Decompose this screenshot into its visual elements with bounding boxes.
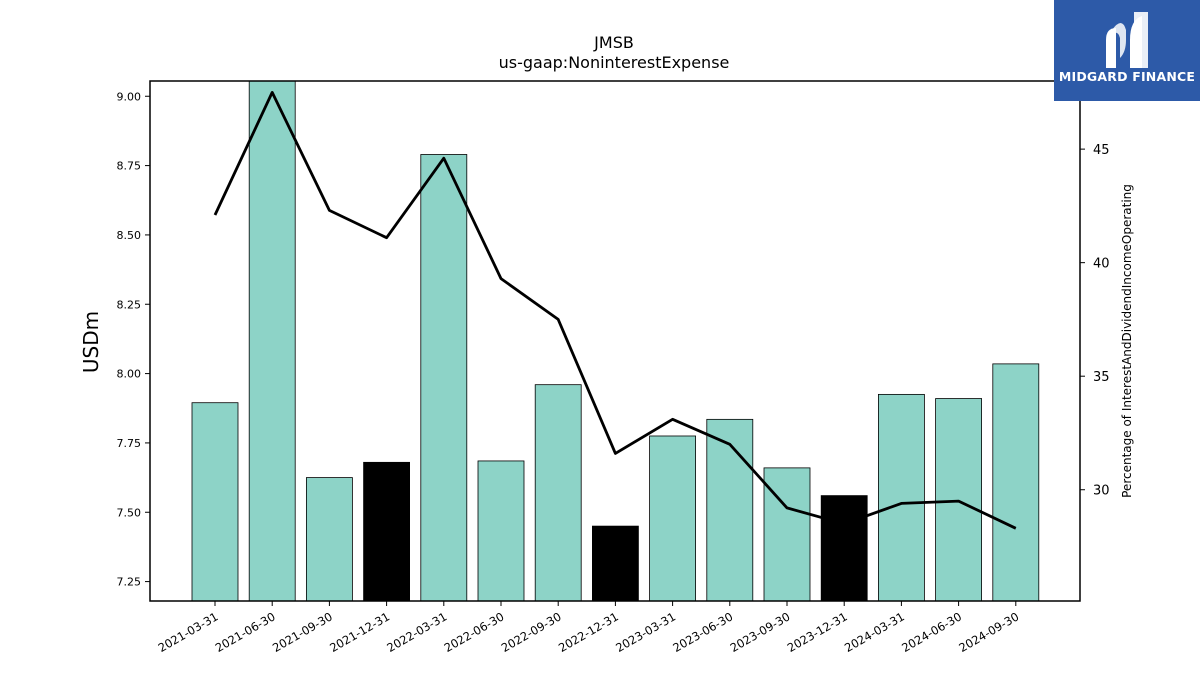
x-tick-label: 2024-09-30: [956, 609, 1021, 655]
x-tick-label: 2023-06-30: [670, 609, 735, 655]
y2-axis-ticks: 30 35 40 45: [1080, 143, 1110, 499]
line-path: [213, 91, 1017, 530]
chart-title: JMSB: [593, 33, 634, 52]
x-tick-label: 2022-03-31: [384, 609, 449, 655]
bar-2023-03-31: [649, 435, 696, 602]
x-tick-label: 2022-09-30: [499, 609, 564, 655]
bar-2021-06-30: [248, 80, 296, 602]
x-tick-label: 2021-12-31: [327, 609, 392, 655]
y-tick-label: 8.25: [117, 298, 142, 311]
brand-logo: MIDGARD FINANCE: [1054, 0, 1200, 101]
y2-axis-label: Percentage of InterestAndDividendIncomeO…: [1120, 184, 1134, 498]
logo-text: MIDGARD FINANCE: [1058, 69, 1196, 84]
bar-2024-03-31: [878, 393, 925, 602]
bar-2023-06-30: [706, 418, 754, 602]
chart-subtitle: us-gaap:NoninterestExpense: [499, 53, 730, 72]
bar-2023-09-30: [763, 467, 811, 602]
bar-2021-09-30: [305, 477, 353, 602]
y-tick-label: 8.00: [117, 368, 142, 381]
x-axis-ticks: 2021-03-312021-06-302021-09-302021-12-31…: [156, 601, 1021, 655]
bar-2022-12-31: [592, 525, 639, 602]
y-axis-label: USDm: [79, 311, 103, 373]
x-tick-label: 2021-03-31: [156, 609, 221, 655]
x-tick-label: 2024-03-31: [842, 609, 907, 655]
y-tick-label: 7.50: [117, 506, 142, 519]
y2-tick-label: 45: [1093, 143, 1110, 158]
y-tick-label: 8.75: [117, 160, 142, 173]
y-tick-label: 7.75: [117, 437, 142, 450]
y2-tick-label: 30: [1093, 484, 1110, 499]
y-tick-label: 7.25: [117, 576, 142, 589]
bar-2021-03-31: [191, 402, 239, 602]
y-tick-label: 9.00: [117, 90, 142, 103]
x-tick-label: 2023-03-31: [613, 609, 678, 655]
x-tick-label: 2024-06-30: [899, 609, 964, 655]
bar-2022-03-31: [420, 154, 468, 602]
x-tick-label: 2023-09-30: [728, 609, 793, 655]
bar-2023-12-31: [820, 495, 868, 602]
bar-2022-06-30: [477, 460, 525, 602]
bar-2022-09-30: [534, 384, 582, 602]
x-tick-label: 2022-06-30: [442, 609, 507, 655]
y2-tick-label: 40: [1093, 257, 1110, 272]
x-tick-label: 2022-12-31: [556, 609, 621, 655]
bar-2024-09-30: [992, 363, 1040, 602]
y-tick-label: 8.50: [117, 229, 142, 242]
bar-series: [191, 80, 1040, 602]
x-tick-label: 2021-09-30: [270, 609, 335, 655]
logo-mark-icon: [1106, 12, 1148, 68]
y-axis-ticks: 7.25 7.50 7.75 8.00 8.25 8.50 8.75 9.00: [117, 90, 150, 589]
x-tick-label: 2021-06-30: [213, 609, 278, 655]
bar-2021-12-31: [363, 461, 411, 602]
x-tick-label: 2023-12-31: [785, 609, 850, 655]
line-series: [213, 91, 1017, 530]
y2-tick-label: 35: [1093, 370, 1110, 385]
